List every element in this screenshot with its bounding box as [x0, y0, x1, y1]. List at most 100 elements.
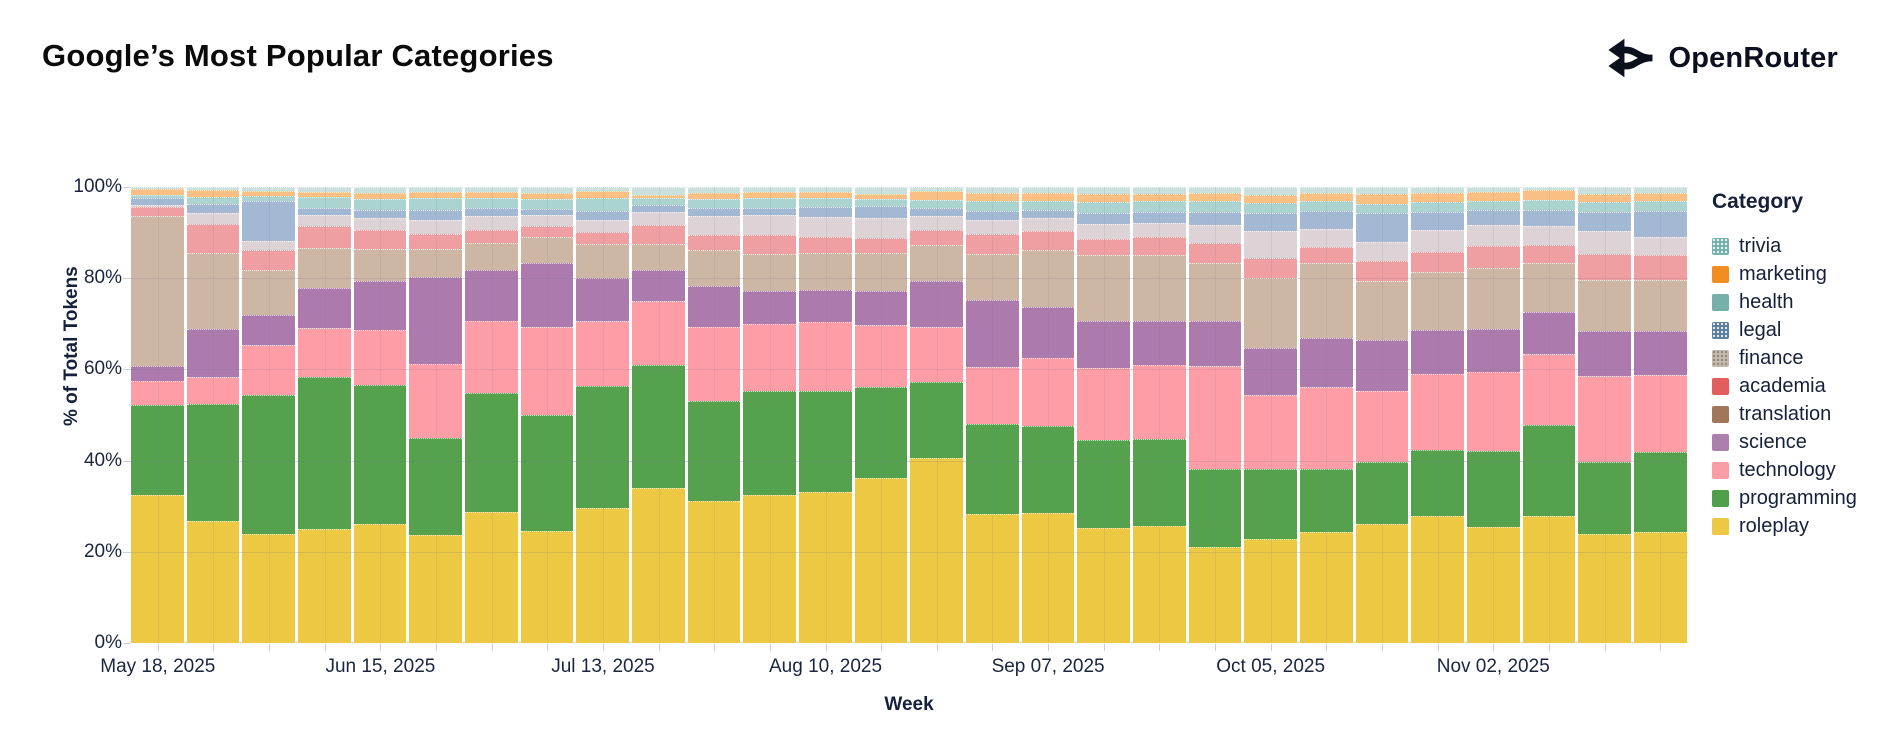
bar-week-Jun 08, 2025[interactable]	[298, 187, 351, 643]
bar-segment-programming[interactable]	[799, 390, 852, 493]
bar-segment-roleplay[interactable]	[409, 535, 463, 643]
bar-segment-programming[interactable]	[1077, 439, 1131, 529]
bar-week-Oct 26, 2025[interactable]	[1411, 187, 1465, 643]
bar-segment-roleplay[interactable]	[1411, 515, 1465, 643]
bar-segment-science[interactable]	[1300, 337, 1353, 388]
bar-segment-health[interactable]	[1133, 200, 1186, 213]
bar-segment-translation[interactable]	[1300, 263, 1353, 338]
bar-segment-health[interactable]	[1634, 200, 1687, 211]
bar-segment-roleplay[interactable]	[1077, 528, 1131, 643]
bar-week-Nov 02, 2025[interactable]	[1467, 187, 1520, 643]
bar-segment-legal[interactable]	[1021, 209, 1075, 219]
bar-segment-translation[interactable]	[1578, 279, 1632, 331]
bar-segment-technology[interactable]	[743, 323, 797, 391]
bar-segment-health[interactable]	[1188, 200, 1242, 213]
bar-segment-roleplay[interactable]	[910, 457, 964, 643]
bar-segment-health[interactable]	[576, 197, 630, 211]
bar-segment-legal[interactable]	[353, 209, 407, 219]
bar-segment-legal[interactable]	[409, 209, 463, 220]
bar-segment-technology[interactable]	[1133, 365, 1186, 439]
bar-segment-programming[interactable]	[1411, 449, 1465, 516]
bar-segment-technology[interactable]	[632, 301, 685, 365]
bar-segment-science[interactable]	[1522, 311, 1576, 354]
bar-segment-trivia[interactable]	[1077, 187, 1131, 194]
bar-segment-science[interactable]	[131, 366, 184, 382]
bar-segment-legal[interactable]	[1522, 209, 1576, 227]
bar-segment-finance[interactable]	[1021, 218, 1075, 231]
bar-week-Jul 27, 2025[interactable]	[687, 187, 741, 643]
bar-segment-technology[interactable]	[687, 326, 741, 402]
bar-segment-marketing[interactable]	[1634, 193, 1687, 201]
bar-segment-academia[interactable]	[1300, 247, 1353, 264]
bar-segment-technology[interactable]	[409, 363, 463, 438]
bar-segment-finance[interactable]	[131, 204, 184, 207]
bar-week-Oct 05, 2025[interactable]	[1244, 187, 1298, 643]
bar-segment-marketing[interactable]	[1077, 193, 1131, 203]
bar-segment-finance[interactable]	[1244, 231, 1298, 259]
bar-segment-technology[interactable]	[131, 381, 184, 405]
bar-week-Jul 13, 2025[interactable]	[576, 187, 630, 643]
bar-segment-health[interactable]	[1077, 202, 1131, 214]
bar-segment-roleplay[interactable]	[1133, 526, 1186, 643]
bar-segment-trivia[interactable]	[1244, 187, 1298, 195]
bar-segment-legal[interactable]	[687, 208, 741, 217]
bar-segment-translation[interactable]	[1522, 263, 1576, 312]
bar-segment-roleplay[interactable]	[1300, 532, 1353, 643]
bar-segment-academia[interactable]	[576, 232, 630, 245]
bar-segment-health[interactable]	[1411, 202, 1465, 213]
bar-segment-health[interactable]	[910, 199, 964, 209]
bar-segment-academia[interactable]	[1578, 254, 1632, 280]
bar-week-May 25, 2025[interactable]	[186, 187, 240, 643]
bar-segment-trivia[interactable]	[1522, 187, 1576, 190]
bar-segment-science[interactable]	[1355, 339, 1409, 391]
bar-segment-technology[interactable]	[1244, 394, 1298, 469]
bar-segment-health[interactable]	[298, 196, 351, 209]
bar-segment-marketing[interactable]	[1578, 194, 1632, 203]
bar-segment-science[interactable]	[465, 270, 518, 321]
bar-week-Sep 07, 2025[interactable]	[1021, 187, 1075, 643]
bar-week-Jul 20, 2025[interactable]	[632, 187, 685, 643]
bar-segment-technology[interactable]	[1300, 387, 1353, 469]
bar-segment-finance[interactable]	[910, 216, 964, 230]
bar-segment-finance[interactable]	[632, 212, 685, 225]
bar-segment-health[interactable]	[1244, 203, 1298, 214]
bar-segment-science[interactable]	[298, 287, 351, 328]
bar-segment-science[interactable]	[186, 328, 240, 377]
bar-segment-trivia[interactable]	[1578, 187, 1632, 195]
bar-week-Jun 01, 2025[interactable]	[242, 187, 296, 643]
bar-segment-translation[interactable]	[910, 245, 964, 281]
bar-segment-marketing[interactable]	[1467, 192, 1520, 201]
bar-segment-science[interactable]	[242, 314, 296, 345]
bar-segment-translation[interactable]	[576, 244, 630, 279]
bar-segment-finance[interactable]	[576, 219, 630, 233]
bar-segment-science[interactable]	[799, 289, 852, 323]
bar-week-Nov 23, 2025[interactable]	[1634, 187, 1687, 643]
bar-segment-technology[interactable]	[186, 376, 240, 405]
legend-item-marketing[interactable]: marketing	[1712, 260, 1878, 288]
bar-segment-trivia[interactable]	[910, 187, 964, 191]
bar-segment-technology[interactable]	[298, 327, 351, 378]
bar-segment-roleplay[interactable]	[799, 492, 852, 643]
bar-segment-health[interactable]	[854, 198, 908, 207]
bar-segment-science[interactable]	[966, 299, 1019, 368]
bar-segment-legal[interactable]	[1355, 213, 1409, 243]
bar-segment-legal[interactable]	[1188, 212, 1242, 226]
bar-segment-technology[interactable]	[353, 329, 407, 386]
bar-week-Aug 10, 2025[interactable]	[799, 187, 852, 643]
bar-segment-health[interactable]	[186, 197, 240, 205]
bar-segment-trivia[interactable]	[465, 187, 518, 193]
bar-segment-translation[interactable]	[1467, 268, 1520, 329]
bar-segment-roleplay[interactable]	[854, 477, 908, 643]
bar-segment-programming[interactable]	[131, 404, 184, 495]
bar-segment-health[interactable]	[743, 198, 797, 208]
bar-segment-programming[interactable]	[1522, 424, 1576, 516]
bar-segment-technology[interactable]	[1578, 376, 1632, 462]
bar-segment-health[interactable]	[1355, 203, 1409, 214]
bar-segment-technology[interactable]	[1355, 390, 1409, 462]
bar-segment-marketing[interactable]	[910, 190, 964, 200]
bar-segment-legal[interactable]	[1634, 210, 1687, 238]
bar-segment-trivia[interactable]	[743, 187, 797, 193]
bar-segment-academia[interactable]	[1522, 244, 1576, 264]
bar-segment-translation[interactable]	[1133, 255, 1186, 321]
bar-segment-science[interactable]	[743, 290, 797, 324]
